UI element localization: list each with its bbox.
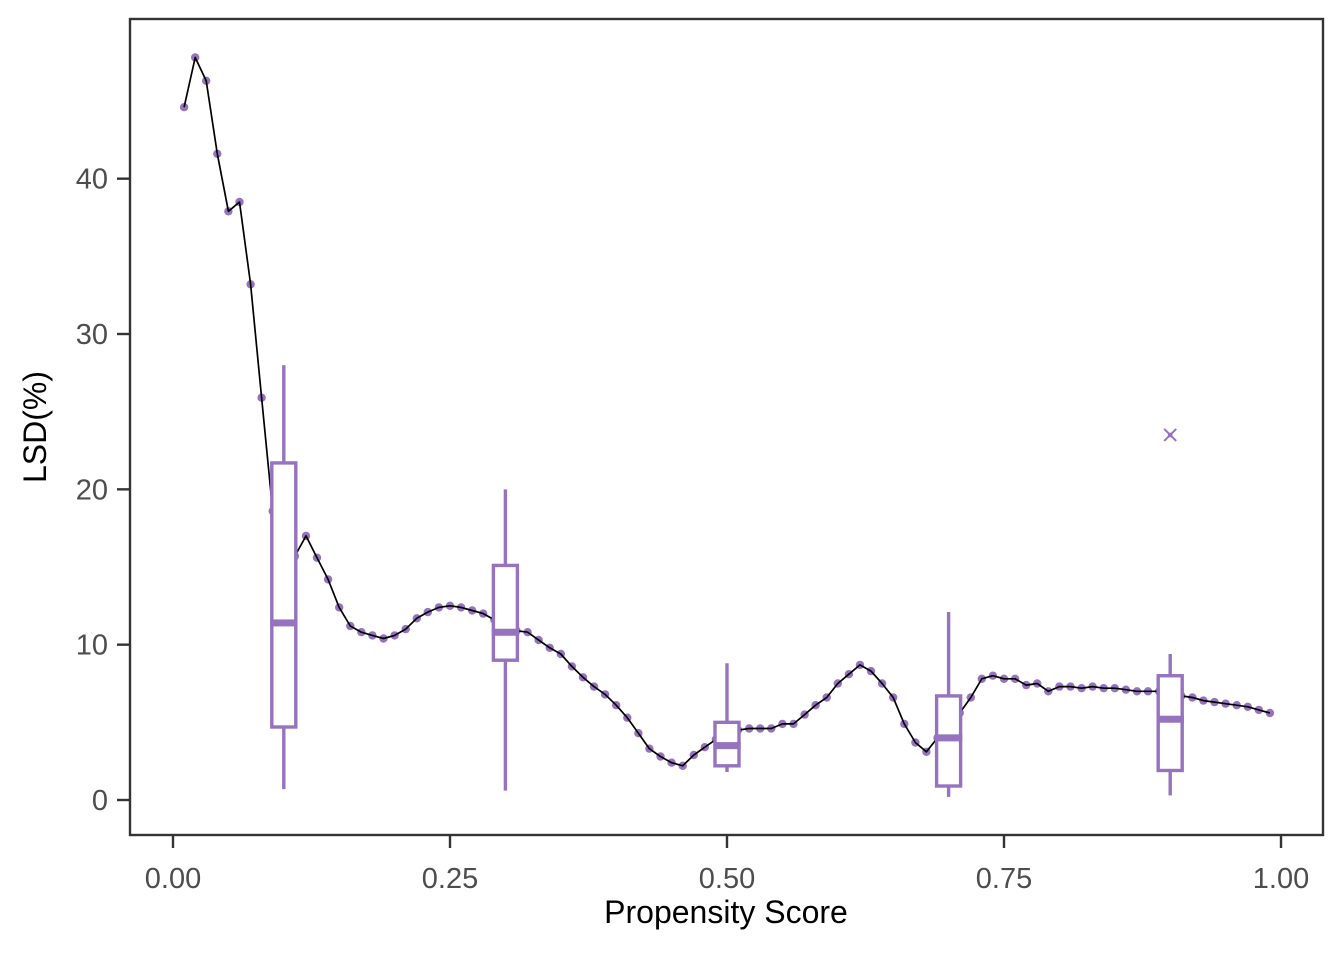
outlier-center <box>1167 432 1173 438</box>
x-axis-title: Propensity Score <box>604 894 848 930</box>
x-tick-label: 0.25 <box>422 863 478 895</box>
x-tick-label: 0.50 <box>699 863 755 895</box>
x-tick-label: 0.75 <box>976 863 1032 895</box>
boxplot <box>1156 653 1184 796</box>
panel-border <box>128 17 1325 837</box>
y-tick-label: 10 <box>76 630 108 662</box>
y-tick-label: 0 <box>92 785 108 817</box>
y-tick-label: 40 <box>76 164 108 196</box>
boxplot <box>934 612 963 797</box>
boxplot <box>713 663 741 773</box>
x-tick-label: 0.00 <box>145 863 201 895</box>
outlier-marker <box>1163 428 1177 442</box>
boxplot-box <box>491 563 520 662</box>
boxplot <box>270 365 298 790</box>
data-point <box>1265 708 1275 718</box>
boxplot-box <box>270 461 298 729</box>
boxplot-median <box>1156 715 1184 723</box>
boxplot-box <box>1156 674 1184 773</box>
boxplot-median <box>491 628 520 636</box>
boxplot-median <box>713 742 741 750</box>
y-axis-title: LSD(%) <box>17 371 53 483</box>
boxplot-median <box>934 734 963 742</box>
y-tick-label: 30 <box>76 319 108 351</box>
chart-layers: 0 10 20 30 40 0.00 0.25 0.50 0.75 1.00 <box>76 53 1309 895</box>
boxplot <box>491 489 520 791</box>
boxplot-median <box>270 619 298 627</box>
x-tick-label: 1.00 <box>1253 863 1309 895</box>
y-tick-label: 20 <box>76 474 108 506</box>
